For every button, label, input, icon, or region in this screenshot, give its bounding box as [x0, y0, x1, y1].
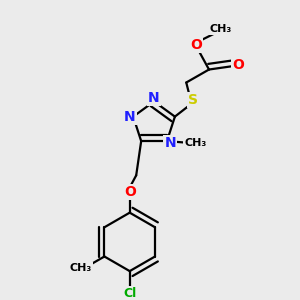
Text: O: O	[190, 38, 202, 52]
Text: Cl: Cl	[123, 287, 136, 300]
Text: S: S	[188, 93, 198, 107]
Text: N: N	[164, 136, 176, 150]
Text: CH₃: CH₃	[209, 24, 232, 34]
Text: N: N	[148, 91, 160, 105]
Text: CH₃: CH₃	[184, 138, 206, 148]
Text: O: O	[232, 58, 244, 72]
Text: N: N	[124, 110, 136, 124]
Text: CH₃: CH₃	[70, 263, 92, 273]
Text: O: O	[124, 185, 136, 200]
